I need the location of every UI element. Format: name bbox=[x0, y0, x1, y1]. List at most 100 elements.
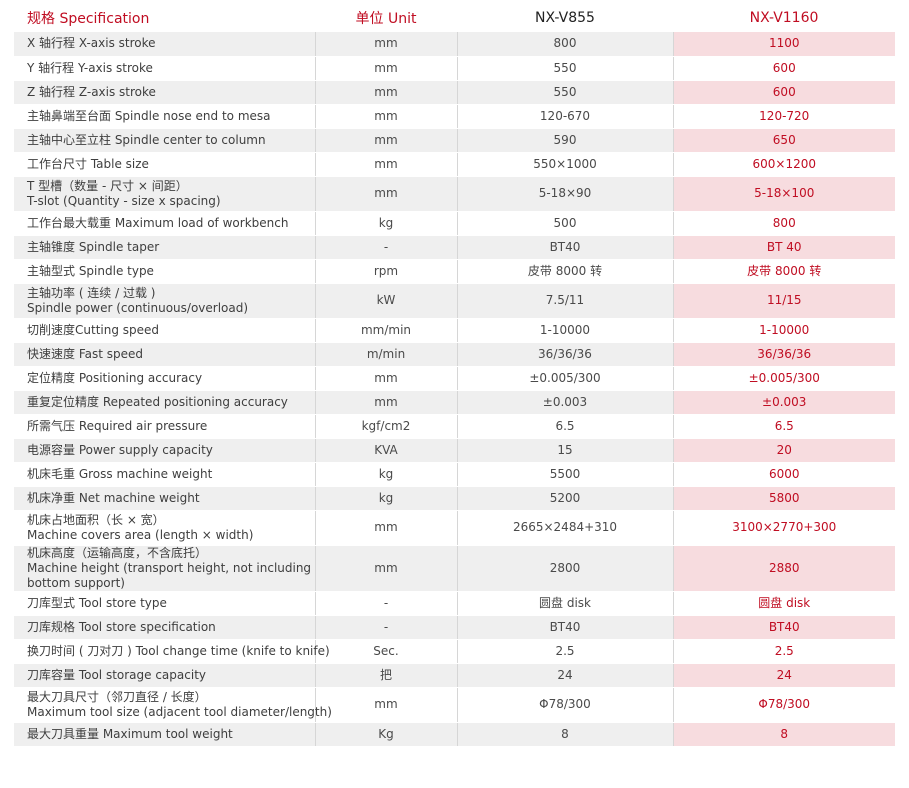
nx-v855-value-cell: 7.5/11 bbox=[456, 283, 673, 319]
spec-table-header: 规格 Specification 单位 Unit NX-V855 NX-V116… bbox=[14, 4, 895, 32]
spec-name-cell: 刀库型式 Tool store type bbox=[14, 591, 315, 616]
spec-name-cell: 主轴功率 ( 连续 / 过载 ) Spindle power (continuou… bbox=[14, 283, 315, 319]
spec-name-cell: 刀库规格 Tool store specification bbox=[14, 615, 315, 640]
spec-name-cell: 工作台尺寸 Table size bbox=[14, 152, 315, 177]
spec-name-cell: 刀库容量 Tool storage capacity bbox=[14, 663, 315, 688]
spec-name-line: Y 轴行程 Y-axis stroke bbox=[27, 60, 153, 75]
unit-cell: m/min bbox=[314, 342, 457, 367]
unit-cell: mm bbox=[314, 152, 457, 177]
table-row: 刀库规格 Tool store specification - BT40 BT40 bbox=[14, 615, 895, 640]
unit-cell: mm bbox=[314, 390, 457, 415]
nx-v1160-value-cell: 8 bbox=[672, 722, 895, 747]
spec-name-cell: 切削速度Cutting speed bbox=[14, 318, 315, 343]
nx-v855-value-cell: 15 bbox=[456, 438, 673, 463]
nx-v855-value-cell: 2800 bbox=[456, 545, 673, 592]
nx-v1160-value-cell: 6.5 bbox=[672, 414, 895, 439]
table-row: 最大刀具尺寸（邻刀直径 / 长度） Maximum tool size (adja… bbox=[14, 687, 895, 723]
nx-v1160-value-cell: 600×1200 bbox=[672, 152, 895, 177]
spec-name-line: X 轴行程 X-axis stroke bbox=[27, 36, 156, 51]
nx-v855-value-cell: BT40 bbox=[456, 235, 673, 260]
nx-v1160-value-cell: 3100×2770+300 bbox=[672, 510, 895, 546]
spec-name-line: 主轴型式 Spindle type bbox=[27, 263, 154, 278]
spec-name-line: Machine height (transport height, not in… bbox=[27, 560, 312, 575]
unit-cell: mm bbox=[314, 80, 457, 105]
nx-v855-value-cell: 24 bbox=[456, 663, 673, 688]
nx-v855-value-cell: 2.5 bbox=[456, 639, 673, 664]
unit-cell: mm bbox=[314, 176, 457, 212]
spec-name-line: Spindle power (continuous/overload) bbox=[27, 300, 249, 315]
table-row: Z 轴行程 Z-axis stroke mm 550 600 bbox=[14, 80, 895, 105]
unit-cell: Kg bbox=[314, 722, 457, 747]
unit-cell: 把 bbox=[314, 663, 457, 688]
spec-name-cell: 重复定位精度 Repeated positioning accuracy bbox=[14, 390, 315, 415]
nx-v855-value-cell: 6.5 bbox=[456, 414, 673, 439]
table-row: 主轴鼻端至台面 Spindle nose end to mesa mm 120-67… bbox=[14, 104, 895, 129]
nx-v855-value-cell: 5-18×90 bbox=[456, 176, 673, 212]
header-unit: 单位 Unit bbox=[315, 4, 457, 32]
header-model-nx-v1160: NX-V1160 bbox=[673, 4, 895, 32]
spec-name-line: 刀库规格 Tool store specification bbox=[27, 619, 216, 634]
nx-v1160-value-cell: 11/15 bbox=[672, 283, 895, 319]
nx-v1160-value-cell: 800 bbox=[672, 211, 895, 236]
nx-v855-value-cell: 590 bbox=[456, 128, 673, 153]
nx-v1160-value-cell: 1-10000 bbox=[672, 318, 895, 343]
spec-name-line: 所需气压 Required air pressure bbox=[27, 418, 208, 433]
nx-v855-value-cell: 36/36/36 bbox=[456, 342, 673, 367]
table-row: 所需气压 Required air pressure kgf/cm2 6.5 6.5 bbox=[14, 414, 895, 439]
nx-v855-value-cell: 5200 bbox=[456, 486, 673, 511]
spec-name-line: bottom support) bbox=[27, 575, 125, 590]
table-row: 工作台尺寸 Table size mm 550×1000 600×1200 bbox=[14, 152, 895, 177]
table-row: 换刀时间 ( 刀对刀 ) Tool change time (knife to … bbox=[14, 639, 895, 664]
unit-cell: mm bbox=[314, 687, 457, 723]
nx-v855-value-cell: ±0.005/300 bbox=[456, 366, 673, 391]
table-row: 定位精度 Positioning accuracy mm ±0.005/300 ±0.… bbox=[14, 366, 895, 391]
unit-cell: KVA bbox=[314, 438, 457, 463]
table-row: 电源容量 Power supply capacity KVA 15 20 bbox=[14, 438, 895, 463]
spec-name-cell: 快速速度 Fast speed bbox=[14, 342, 315, 367]
spec-name-line: Z 轴行程 Z-axis stroke bbox=[27, 84, 156, 99]
table-row: 机床净重 Net machine weight kg 5200 5800 bbox=[14, 486, 895, 511]
spec-name-cell: Y 轴行程 Y-axis stroke bbox=[14, 56, 315, 81]
spec-name-line: T-slot (Quantity - size x spacing) bbox=[27, 193, 221, 208]
nx-v855-value-cell: 800 bbox=[456, 32, 673, 57]
spec-name-cell: T 型槽（数量 - 尺寸 × 间距） T-slot (Quantity - siz… bbox=[14, 176, 315, 212]
nx-v855-value-cell: 圆盘 disk bbox=[456, 591, 673, 616]
spec-name-cell: 换刀时间 ( 刀对刀 ) Tool change time (knife to … bbox=[14, 639, 330, 664]
table-row: 主轴锥度 Spindle taper - BT40 BT 40 bbox=[14, 235, 895, 260]
nx-v1160-value-cell: 600 bbox=[672, 56, 895, 81]
spec-name-cell: 机床占地面积（长 × 宽） Machine covers area (length… bbox=[14, 510, 315, 546]
table-row: 工作台最大载重 Maximum load of workbench kg 500 80… bbox=[14, 211, 895, 236]
spec-name-cell: 电源容量 Power supply capacity bbox=[14, 438, 315, 463]
spec-name-cell: 机床高度（运输高度，不含底托） Machine height (transport… bbox=[14, 545, 315, 592]
unit-cell: mm bbox=[314, 104, 457, 129]
spec-name-line: T 型槽（数量 - 尺寸 × 间距） bbox=[27, 178, 188, 193]
unit-cell: kg bbox=[314, 462, 457, 487]
spec-table: 规格 Specification 单位 Unit NX-V855 NX-V116… bbox=[14, 4, 895, 747]
header-specification: 规格 Specification bbox=[14, 4, 315, 32]
spec-table-body: X 轴行程 X-axis stroke mm 800 1100 Y 轴行程 Y-axis… bbox=[14, 32, 895, 747]
nx-v1160-value-cell: 20 bbox=[672, 438, 895, 463]
spec-name-line: Maximum tool size (adjacent tool diamete… bbox=[27, 704, 332, 719]
spec-name-cell: 主轴中心至立柱 Spindle center to column bbox=[14, 128, 315, 153]
unit-cell: rpm bbox=[314, 259, 457, 284]
unit-cell: - bbox=[314, 235, 457, 260]
table-row: 切削速度Cutting speed mm/min 1-10000 1-10000 bbox=[14, 318, 895, 343]
table-row: 刀库型式 Tool store type - 圆盘 disk 圆盘 disk bbox=[14, 591, 895, 616]
nx-v1160-value-cell: 2880 bbox=[672, 545, 895, 592]
unit-cell: kg bbox=[314, 486, 457, 511]
nx-v1160-value-cell: ±0.003 bbox=[672, 390, 895, 415]
unit-cell: mm bbox=[314, 366, 457, 391]
spec-name-line: 主轴鼻端至台面 Spindle nose end to mesa bbox=[27, 108, 271, 123]
nx-v855-value-cell: 500 bbox=[456, 211, 673, 236]
spec-name-cell: 最大刀具尺寸（邻刀直径 / 长度） Maximum tool size (adja… bbox=[14, 687, 332, 723]
table-row: 机床高度（运输高度，不含底托） Machine height (transport… bbox=[14, 545, 895, 592]
unit-cell: mm bbox=[314, 128, 457, 153]
nx-v1160-value-cell: 5800 bbox=[672, 486, 895, 511]
nx-v1160-value-cell: 600 bbox=[672, 80, 895, 105]
header-model-nx-v855: NX-V855 bbox=[457, 4, 673, 32]
table-row: Y 轴行程 Y-axis stroke mm 550 600 bbox=[14, 56, 895, 81]
nx-v1160-value-cell: 120-720 bbox=[672, 104, 895, 129]
nx-v855-value-cell: 皮带 8000 转 bbox=[456, 259, 673, 284]
spec-name-line: 定位精度 Positioning accuracy bbox=[27, 370, 203, 385]
table-row: 主轴型式 Spindle type rpm 皮带 8000 转皮带 8000 转 bbox=[14, 259, 895, 284]
